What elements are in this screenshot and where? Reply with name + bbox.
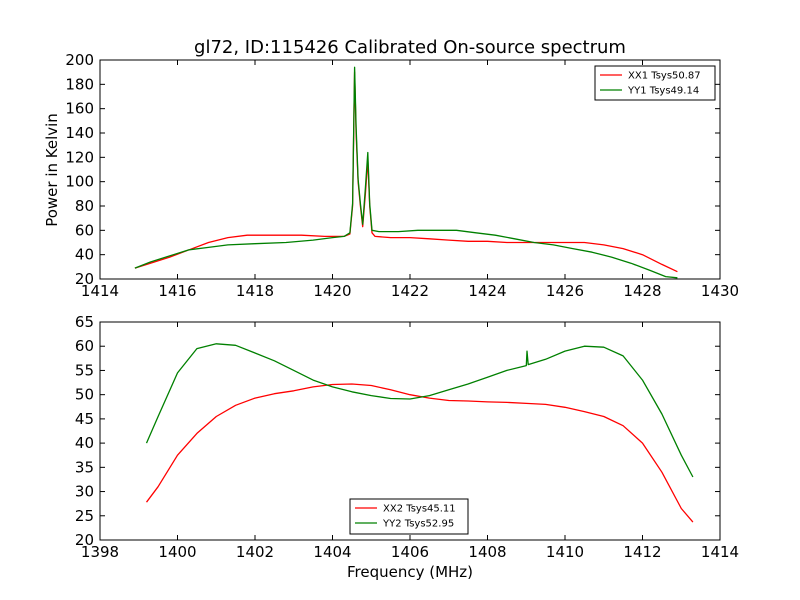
bottom-x-tick-label: 1412 bbox=[623, 543, 661, 561]
top-series-line-2 bbox=[134, 66, 678, 279]
bottom-legend-box bbox=[349, 498, 469, 535]
top-legend-label-2: YY1 Tsys49.14 bbox=[627, 86, 699, 97]
top-y-tick-label: 80 bbox=[75, 197, 94, 215]
top-x-tick-label: 1420 bbox=[313, 282, 351, 300]
top-spectrum-plot: 1414 1416 1418 1420 1422 1424 1426 1428 1430 20 40… bbox=[65, 51, 739, 300]
x-axis-label: Frequency (MHz) bbox=[347, 563, 473, 581]
bottom-x-tick-label: 1402 bbox=[236, 543, 274, 561]
bottom-x-tick-label: 1410 bbox=[546, 543, 584, 561]
bottom-y-tick-label: 40 bbox=[75, 434, 94, 452]
bottom-y-tick-label: 20 bbox=[75, 531, 94, 549]
top-y-tick-label: 40 bbox=[75, 246, 94, 264]
bottom-spectrum-plot: 1398 1400 1402 1404 1406 1408 1410 1412 1414 20 25… bbox=[75, 313, 739, 561]
top-y-tick-label: 200 bbox=[65, 51, 94, 69]
bottom-series-line-1 bbox=[145, 383, 694, 523]
top-legend: XX1 Tsys50.87 YY1 Tsys49.14 bbox=[594, 65, 716, 101]
top-legend-label-1: XX1 Tsys50.87 bbox=[628, 71, 701, 82]
bottom-y-tick-label: 45 bbox=[75, 410, 94, 428]
y-axis-label: Power in Kelvin bbox=[43, 113, 61, 227]
top-x-tick-label: 1426 bbox=[546, 282, 584, 300]
bottom-x-tick-label: 1414 bbox=[701, 543, 739, 561]
bottom-y-tick-label: 25 bbox=[75, 507, 94, 525]
top-legend-box bbox=[594, 65, 716, 101]
bottom-y-tick-label: 55 bbox=[75, 361, 94, 379]
bottom-legend-label-2: YY2 Tsys52.95 bbox=[382, 519, 454, 530]
top-x-tick-label: 1416 bbox=[158, 282, 196, 300]
top-y-tick-label: 60 bbox=[75, 221, 94, 239]
bottom-x-tick-label: 1406 bbox=[391, 543, 429, 561]
top-x-tick-label: 1424 bbox=[468, 282, 506, 300]
top-y-tick-label: 140 bbox=[65, 124, 94, 142]
figure-title: gl72, ID:115426 Calibrated On-source spe… bbox=[194, 37, 626, 58]
bottom-y-tick-label: 60 bbox=[75, 337, 94, 355]
bottom-y-tick-label: 30 bbox=[75, 483, 94, 501]
bottom-y-tick-label: 50 bbox=[75, 386, 94, 404]
bottom-y-tick-label: 35 bbox=[75, 458, 94, 476]
bottom-x-tick-label: 1400 bbox=[158, 543, 196, 561]
bottom-x-tick-label: 1408 bbox=[468, 543, 506, 561]
top-x-tick-label: 1428 bbox=[623, 282, 661, 300]
bottom-series-line-2 bbox=[145, 343, 694, 478]
bottom-y-tick-label: 65 bbox=[75, 313, 94, 331]
top-y-tick-label: 180 bbox=[65, 75, 94, 93]
top-x-tick-label: 1418 bbox=[236, 282, 274, 300]
top-y-tick-label: 20 bbox=[75, 270, 94, 288]
top-x-tick-label: 1430 bbox=[701, 282, 739, 300]
bottom-legend: XX2 Tsys45.11 YY2 Tsys52.95 bbox=[349, 498, 469, 535]
top-y-tick-label: 100 bbox=[65, 173, 94, 191]
top-x-tick-label: 1414 bbox=[81, 282, 119, 300]
bottom-x-tick-label: 1398 bbox=[81, 543, 119, 561]
bottom-legend-label-1: XX2 Tsys45.11 bbox=[383, 504, 456, 515]
top-x-tick-label: 1422 bbox=[391, 282, 429, 300]
top-y-tick-label: 160 bbox=[65, 100, 94, 118]
bottom-x-tick-label: 1404 bbox=[313, 543, 351, 561]
top-y-tick-label: 120 bbox=[65, 148, 94, 166]
